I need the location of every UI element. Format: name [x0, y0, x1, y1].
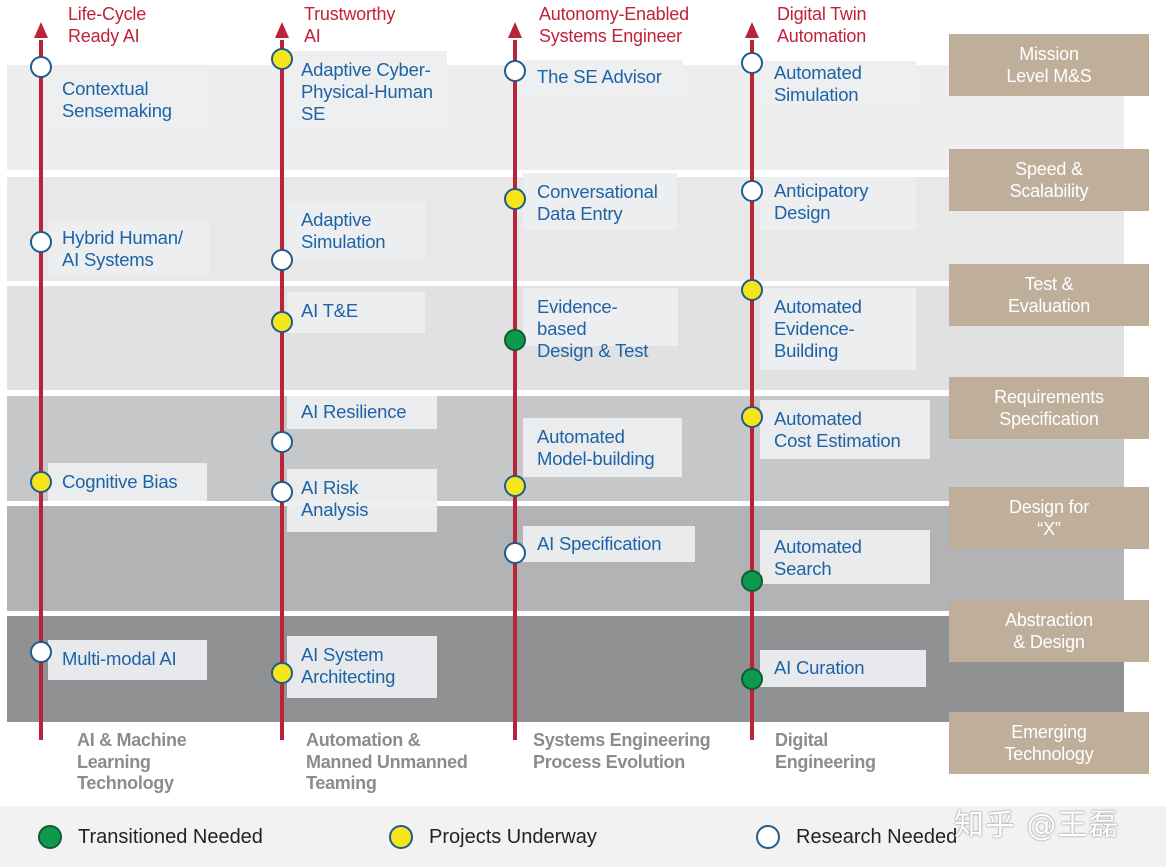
status-dot-progress: [30, 471, 52, 493]
status-dot-transitioned: [741, 570, 763, 592]
watermark: 知乎 @王磊: [954, 808, 1120, 843]
status-dot-research: [30, 56, 52, 78]
item-adaptive-simulation: Adaptive Simulation: [287, 201, 425, 260]
legend-label: Transitioned Needed: [78, 825, 263, 848]
item-hybrid-human-ai: Hybrid Human/ AI Systems: [48, 219, 209, 276]
item-automated-evidence-building: Automated Evidence- Building: [760, 288, 916, 370]
item-ai-curation: AI Curation: [760, 650, 926, 687]
status-dot-research: [504, 542, 526, 564]
item-evidence-design-test: Evidence-based Design & Test: [523, 288, 678, 361]
status-dot-progress: [504, 475, 526, 497]
status-dot-research: [741, 52, 763, 74]
category-emerging-technology: Emerging Technology: [949, 712, 1149, 774]
legend-transitioned-icon: [38, 825, 62, 849]
item-ai-resilience: AI Resilience: [287, 396, 437, 429]
legend-label: Projects Underway: [429, 825, 597, 848]
legend-progress-icon: [389, 825, 413, 849]
lane-title-trustworthy: Trustworthy AI: [304, 4, 396, 46]
arrow-up-icon: [508, 22, 522, 38]
lane-line-trustworthy: [280, 40, 284, 740]
item-ai-risk-analysis: AI Risk Analysis: [287, 469, 437, 532]
legend-item-research: Research Needed: [756, 823, 957, 851]
status-dot-research: [30, 231, 52, 253]
status-dot-research: [741, 180, 763, 202]
category-requirements: Requirements Specification: [949, 377, 1149, 439]
item-ai-te: AI T&E: [287, 292, 425, 333]
lane-footer-se-process: Systems Engineering Process Evolution: [533, 730, 711, 772]
legend-item-transitioned: Transitioned Needed: [38, 823, 263, 851]
legend-label: Research Needed: [796, 825, 958, 848]
status-dot-research: [30, 641, 52, 663]
item-adaptive-cph-se: Adaptive Cyber- Physical-Human SE: [287, 51, 447, 125]
lane-title-lifecycle: Life-Cycle Ready AI: [68, 4, 147, 46]
item-automated-cost-estimation: Automated Cost Estimation: [760, 400, 930, 459]
item-se-advisor: The SE Advisor: [523, 60, 683, 94]
status-dot-research: [504, 60, 526, 82]
status-dot-research: [271, 431, 293, 453]
lane-footer-automation: Automation & Manned Unmanned Teaming: [306, 730, 468, 793]
item-contextual-sensemaking: Contextual Sensemaking: [48, 70, 209, 127]
status-dot-transitioned: [741, 668, 763, 690]
lane-title-autonomy: Autonomy-Enabled Systems Engineer: [539, 4, 689, 46]
arrow-up-icon: [275, 22, 289, 38]
item-ai-specification: AI Specification: [523, 526, 695, 562]
lane-line-digital-twin: [750, 40, 754, 740]
lane-line-autonomy: [513, 40, 517, 740]
lane-title-digital-twin: Digital Twin Automation: [777, 4, 867, 46]
arrow-up-icon: [745, 22, 759, 38]
status-dot-progress: [271, 662, 293, 684]
lane-footer-digital-engineering: Digital Engineering: [775, 730, 876, 772]
category-test-evaluation: Test & Evaluation: [949, 264, 1149, 326]
item-ai-system-architecting: AI System Architecting: [287, 636, 437, 698]
status-dot-research: [271, 249, 293, 271]
lane-footer-ai-ml: AI & Machine Learning Technology: [77, 730, 187, 793]
item-multi-modal-ai: Multi-modal AI: [48, 640, 207, 680]
lane-line-lifecycle: [39, 40, 43, 740]
status-dot-progress: [741, 406, 763, 428]
item-automated-simulation: Automated Simulation: [760, 61, 916, 105]
status-dot-transitioned: [504, 329, 526, 351]
item-conversational-data-entry: Conversational Data Entry: [523, 173, 677, 230]
arrow-up-icon: [34, 22, 48, 38]
status-dot-progress: [271, 48, 293, 70]
status-dot-progress: [741, 279, 763, 301]
status-dot-research: [271, 481, 293, 503]
category-speed-scalability: Speed & Scalability: [949, 149, 1149, 211]
item-cognitive-bias: Cognitive Bias: [48, 463, 207, 501]
item-automated-model-building: Automated Model-building: [523, 418, 682, 477]
legend-item-progress: Projects Underway: [389, 823, 597, 851]
status-dot-progress: [504, 188, 526, 210]
category-mission-level: Mission Level M&S: [949, 34, 1149, 96]
category-design-for-x: Design for “X”: [949, 487, 1149, 549]
legend: [0, 806, 1166, 867]
category-abstraction-design: Abstraction & Design: [949, 600, 1149, 662]
legend-research-icon: [756, 825, 780, 849]
item-anticipatory-design: Anticipatory Design: [760, 177, 916, 230]
status-dot-progress: [271, 311, 293, 333]
item-automated-search: Automated Search: [760, 530, 930, 584]
